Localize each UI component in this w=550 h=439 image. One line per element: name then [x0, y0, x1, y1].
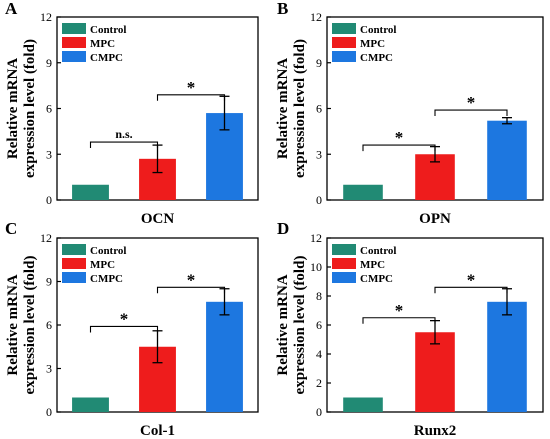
y-tick-label: 12: [310, 231, 322, 245]
legend-label: CMPC: [360, 273, 393, 285]
y-tick-label: 4: [316, 347, 322, 361]
bar-mpc: [415, 332, 455, 412]
significance-label: *: [395, 301, 404, 320]
y-axis-label: Relative mRNAexpression level (fold): [275, 256, 308, 395]
legend-swatch-cmpc: [332, 51, 356, 62]
legend-swatch-cmpc: [62, 272, 86, 283]
panel-label: B: [277, 0, 288, 18]
legend-swatch-cmpc: [62, 51, 86, 62]
y-tick-label: 3: [46, 362, 52, 376]
legend-swatch-mpc: [332, 258, 356, 269]
bar-control: [72, 397, 109, 412]
y-axis-label: Relative mRNAexpression level (fold): [275, 39, 308, 178]
significance-bracket: [434, 286, 508, 294]
y-tick-label: 0: [316, 405, 322, 419]
y-tick-label: 3: [46, 147, 52, 161]
y-tick-label: 3: [316, 147, 322, 161]
legend-label: CMPC: [360, 52, 393, 64]
y-axis-label-line: expression level (fold): [292, 256, 308, 395]
significance-label: n.s.: [115, 127, 132, 141]
legend-label: Control: [90, 245, 126, 257]
y-axis-label-line: Relative mRNA: [5, 274, 21, 375]
y-axis-label-line: expression level (fold): [22, 256, 38, 395]
significance-bracket: [89, 141, 159, 149]
legend-swatch-control: [332, 23, 356, 34]
y-tick-label: 6: [46, 102, 52, 116]
y-tick-label: 6: [316, 102, 322, 116]
legend-label: MPC: [90, 38, 115, 50]
legend-label: MPC: [360, 259, 385, 271]
bar-control: [343, 184, 383, 200]
y-tick-label: 12: [40, 10, 52, 24]
legend-label: MPC: [360, 38, 385, 50]
significance-bracket: [156, 286, 226, 294]
y-axis-label-line: Relative mRNA: [275, 58, 291, 159]
y-axis-label-line: expression level (fold): [292, 39, 308, 178]
legend-swatch-control: [62, 23, 86, 34]
y-tick-label: 9: [46, 56, 52, 70]
bar-control: [72, 184, 109, 200]
y-axis-label: Relative mRNAexpression level (fold): [5, 256, 38, 395]
legend-label: Control: [360, 245, 396, 257]
y-axis-label-line: expression level (fold): [22, 39, 38, 178]
bar-cmpc: [487, 120, 527, 200]
significance-bracket: [434, 109, 508, 117]
significance-label: *: [395, 128, 404, 147]
significance-label: *: [467, 93, 476, 112]
y-axis-label-line: Relative mRNA: [5, 58, 21, 159]
y-tick-label: 0: [46, 405, 52, 419]
panel-label: A: [5, 0, 18, 18]
legend-label: Control: [90, 24, 126, 36]
x-axis-label: OCN: [141, 211, 175, 227]
significance-bracket: [156, 94, 226, 101]
legend-swatch-mpc: [62, 258, 86, 269]
chart-panel-a: A 0 3 6 9 12 Relative mRNAexpression level (fo…: [5, 0, 259, 227]
x-axis-label: Runx2: [414, 423, 457, 439]
y-tick-label: 9: [316, 56, 322, 70]
significance-bracket: [89, 325, 159, 333]
significance-label: *: [187, 270, 196, 289]
legend-swatch-control: [62, 244, 86, 255]
y-tick-label: 8: [316, 289, 322, 303]
bar-cmpc: [487, 301, 527, 412]
y-tick-label: 10: [310, 260, 322, 274]
y-tick-label: 2: [316, 376, 322, 390]
y-axis-label-line: Relative mRNA: [275, 274, 291, 375]
legend-label: CMPC: [90, 273, 123, 285]
legend-label: CMPC: [90, 52, 123, 64]
panel-label: C: [5, 219, 17, 238]
y-tick-label: 6: [46, 318, 52, 332]
x-axis-label: OPN: [419, 211, 451, 227]
legend-label: Control: [360, 24, 396, 36]
y-axis-label: Relative mRNAexpression level (fold): [5, 39, 38, 178]
y-tick-label: 12: [40, 231, 52, 245]
legend-swatch-mpc: [62, 37, 86, 48]
bar-cmpc: [206, 301, 243, 412]
significance-label: *: [467, 270, 476, 289]
significance-label: *: [187, 78, 196, 97]
y-tick-label: 9: [46, 275, 52, 289]
y-tick-label: 0: [316, 193, 322, 207]
legend-swatch-cmpc: [332, 272, 356, 283]
legend-swatch-control: [332, 244, 356, 255]
y-tick-label: 12: [310, 10, 322, 24]
significance-bracket: [362, 144, 436, 152]
significance-bracket: [362, 317, 436, 324]
x-axis-label: Col-1: [140, 423, 175, 439]
significance-label: *: [120, 309, 129, 328]
panel-label: D: [277, 219, 289, 238]
bar-control: [343, 397, 383, 412]
y-tick-label: 6: [316, 318, 322, 332]
chart-panel-b: B 0 3 6 9 12 Relative mRNAexpression level (fo…: [275, 0, 544, 227]
legend-swatch-mpc: [332, 37, 356, 48]
legend-label: MPC: [90, 259, 115, 271]
y-tick-label: 0: [46, 193, 52, 207]
